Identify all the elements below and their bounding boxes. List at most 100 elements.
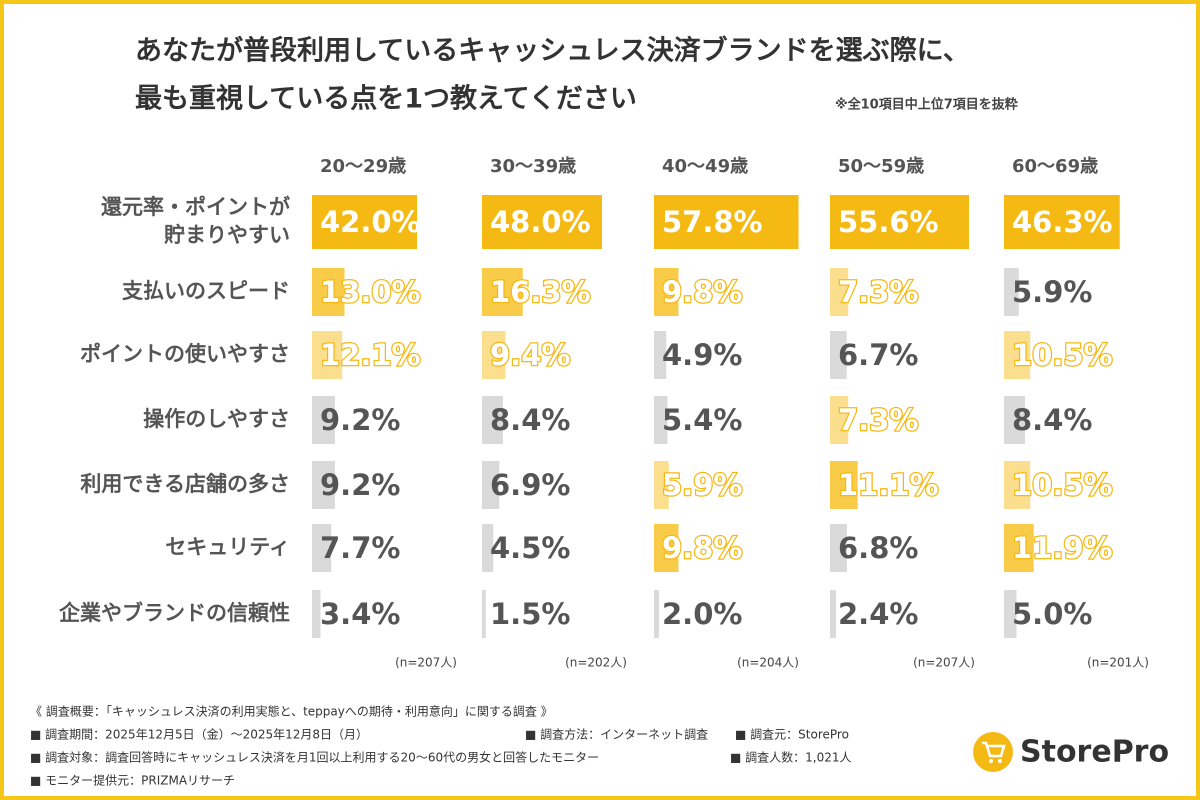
value-label: 9.2% — [320, 468, 400, 502]
bar — [654, 590, 659, 638]
value-label: 4.9% — [662, 338, 742, 372]
value-label: 8.4% — [1012, 403, 1092, 437]
bar — [312, 331, 343, 379]
value-label: 12.1% — [320, 338, 421, 372]
bar — [482, 195, 602, 249]
sample-size: (n=201人) — [1087, 656, 1149, 670]
bar — [312, 268, 345, 316]
category-label: セキュリティ — [165, 535, 290, 559]
chart-title: あなたが普段利用しているキャッシュレス決済ブランドを選ぶ際に、 — [135, 35, 970, 67]
group-label: 50〜59歳 — [838, 156, 924, 177]
bar — [482, 331, 506, 379]
category-label: 還元率・ポイントが貯まりやすい — [101, 195, 290, 247]
chart-title: 最も重視している点を1つ教えてください — [135, 84, 637, 115]
bar — [830, 331, 847, 379]
value-label: 7.7% — [320, 531, 400, 565]
value-label: 9.8% — [662, 275, 742, 309]
bar — [1004, 590, 1017, 638]
logo-cart — [982, 741, 1006, 758]
category-label: 操作のしやすさ — [143, 407, 290, 431]
value-label: 8.4% — [490, 403, 570, 437]
sample-size: (n=207人) — [395, 656, 457, 670]
footer-text: ■ 調査期間：2025年12月5日（金）〜2025年12月8日（月） — [30, 727, 368, 742]
logo: StorePro — [973, 732, 1169, 772]
bar — [654, 524, 679, 572]
category-label: 利用できる店舗の多さ — [80, 472, 290, 496]
bar — [1004, 524, 1034, 572]
group-label: 60〜69歳 — [1012, 156, 1098, 177]
sample-size: (n=207人) — [913, 656, 975, 670]
value-label: 9.2% — [320, 403, 400, 437]
value-label: 46.3% — [1012, 205, 1113, 239]
bar — [1004, 268, 1019, 316]
category-label: 企業やブランドの信頼性 — [58, 601, 290, 625]
footer-text: ■ 調査対象：調査回答時にキャッシュレス決済を月1回以上利用する20〜60代の男… — [30, 750, 599, 765]
bar — [1004, 461, 1031, 509]
bar — [1004, 331, 1031, 379]
value-label: 6.8% — [838, 531, 918, 565]
value-label: 6.7% — [838, 338, 918, 372]
bar — [830, 590, 836, 638]
bar — [830, 524, 847, 572]
value-label: 16.3% — [490, 275, 591, 309]
footer-text: ■ モニター提供元：PRIZMAリサーチ — [30, 773, 235, 788]
bar — [654, 461, 669, 509]
logo-text: StorePro — [1020, 735, 1169, 770]
value-label: 11.9% — [1012, 531, 1113, 565]
group-label: 20〜29歳 — [320, 156, 406, 177]
bar — [482, 461, 500, 509]
value-label: 55.6% — [838, 205, 939, 239]
value-label: 13.0% — [320, 275, 421, 309]
bar — [830, 268, 849, 316]
bar — [482, 268, 523, 316]
bar — [312, 396, 335, 444]
footer-text: ■ 調査元：StorePro — [735, 728, 849, 742]
value-label: 10.5% — [1012, 468, 1113, 502]
value-label: 9.4% — [490, 338, 570, 372]
value-label: 7.3% — [838, 403, 918, 437]
bar — [482, 590, 486, 638]
bar — [830, 461, 858, 509]
footer-text: 《 調査概要：「キャッシュレス決済の利用実態と、teppayへの期待・利用意向」… — [30, 704, 553, 719]
value-label: 4.5% — [490, 531, 570, 565]
value-label: 48.0% — [490, 205, 591, 239]
footer-text: ■ 調査方法：インターネット調査 — [525, 727, 708, 742]
value-label: 5.0% — [1012, 597, 1092, 631]
bar — [830, 195, 969, 249]
sample-size: (n=202人) — [565, 656, 627, 670]
bar — [312, 590, 321, 638]
bar — [1004, 195, 1120, 249]
value-label: 3.4% — [320, 597, 400, 631]
bar — [654, 268, 679, 316]
bar — [654, 331, 667, 379]
bar — [312, 195, 417, 249]
value-label: 10.5% — [1012, 338, 1113, 372]
bar — [482, 396, 503, 444]
value-label: 6.9% — [490, 468, 570, 502]
sample-size: (n=204人) — [737, 656, 799, 670]
category-label: 支払いのスピード — [122, 279, 290, 303]
logo-wheel — [998, 759, 1002, 763]
bar — [654, 195, 799, 249]
value-label: 5.4% — [662, 403, 742, 437]
logo-icon — [973, 732, 1013, 772]
note: ※全10項目中上位7項目を抜粋 — [835, 97, 1018, 113]
value-label: 1.5% — [490, 597, 570, 631]
logo-wheel — [989, 759, 993, 763]
bar — [482, 524, 494, 572]
value-label: 5.9% — [662, 468, 742, 502]
bar — [312, 461, 335, 509]
value-label: 2.4% — [838, 597, 918, 631]
value-label: 7.3% — [838, 275, 918, 309]
category-label: ポイントの使いやすさ — [80, 342, 290, 366]
value-label: 42.0% — [320, 205, 421, 239]
value-label: 2.0% — [662, 597, 742, 631]
value-label: 57.8% — [662, 205, 763, 239]
value-label: 9.8% — [662, 531, 742, 565]
bar — [654, 396, 668, 444]
group-label: 30〜39歳 — [490, 156, 576, 177]
bar — [312, 524, 332, 572]
footer-text: ■ 調査人数：1,021人 — [730, 750, 852, 765]
